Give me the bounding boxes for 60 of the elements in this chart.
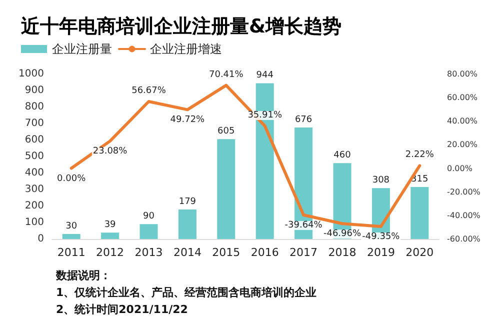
x-tick-label: 2014 xyxy=(173,246,202,259)
y-tick-label: 300 xyxy=(24,184,44,195)
data-label: 0.00% xyxy=(57,174,86,184)
y-tick-label: 0 xyxy=(38,234,44,244)
x-tick-label: 2017 xyxy=(290,246,318,259)
text: 2、统计时间2021/11/22 xyxy=(56,303,188,316)
bar xyxy=(217,139,236,239)
y2-tick-label: -60.00% xyxy=(447,234,481,244)
data-label: 35.91% xyxy=(248,110,282,120)
data-label: 676 xyxy=(294,114,312,125)
bar xyxy=(178,209,196,239)
x-tick-label: 2020 xyxy=(406,246,434,259)
data-label: -49.35% xyxy=(362,232,400,242)
y2-tick-label: 60.00% xyxy=(447,93,478,102)
data-label: 23.08% xyxy=(92,146,128,157)
data-label: 49.72% xyxy=(170,115,206,126)
x-tick-label: 2016 xyxy=(250,246,279,259)
bar xyxy=(101,232,120,239)
y-tick-label: 500 xyxy=(24,151,44,162)
x-tick-label: 2013 xyxy=(134,246,163,259)
y-tick-label: 900 xyxy=(24,85,44,96)
data-label: 308 xyxy=(372,176,390,186)
y-tick-label: 600 xyxy=(24,134,44,146)
data-label: 460 xyxy=(334,150,352,161)
text: 数据说明： xyxy=(55,269,111,282)
data-label: 179 xyxy=(178,196,196,207)
y2-tick-label: 40.00% xyxy=(447,116,478,126)
data-label: 56.67% xyxy=(132,86,166,96)
legend-label: 企业注册量 xyxy=(52,42,112,56)
y2-tick-label: -40.00% xyxy=(447,210,481,220)
data-label: 90 xyxy=(143,212,155,222)
data-label: 30 xyxy=(66,222,78,232)
x-tick-label: 2012 xyxy=(96,246,124,259)
data-label: -46.96% xyxy=(323,229,362,240)
chart-title: 近十年电商培训企业注册量&增长趋势 xyxy=(20,16,342,38)
bar xyxy=(140,224,158,239)
data-label: 39 xyxy=(104,220,116,230)
x-tick-label: 2019 xyxy=(366,246,395,259)
legend-label: 企业注册增速 xyxy=(150,42,222,56)
x-tick-label: 2018 xyxy=(328,246,356,259)
data-label: 2.22% xyxy=(405,150,434,160)
y-tick-label: 800 xyxy=(24,102,44,112)
text: 1、仅统计企业名、产品、经营范围含电商培训的企业 xyxy=(56,286,317,299)
bar xyxy=(410,187,429,239)
y-tick-label: 1000 xyxy=(18,68,44,80)
y-tick-label: 100 xyxy=(24,217,44,228)
data-label: 605 xyxy=(218,126,235,137)
bar xyxy=(62,234,80,239)
x-tick-label: 2015 xyxy=(212,246,240,259)
y2-tick-label: 0.00% xyxy=(447,164,473,173)
data-label: -39.64% xyxy=(284,220,323,231)
data-label: 944 xyxy=(256,70,274,81)
y2-tick-label: 20.00% xyxy=(447,140,478,150)
y2-tick-label: -20.00% xyxy=(447,187,481,196)
y2-tick-label: 80.00% xyxy=(447,70,478,78)
y-tick-label: 700 xyxy=(24,118,44,129)
y-tick-label: 200 xyxy=(24,200,44,212)
y-tick-label: 400 xyxy=(24,168,44,178)
x-tick-label: 2011 xyxy=(57,246,86,259)
data-label: 70.41% xyxy=(208,70,244,80)
